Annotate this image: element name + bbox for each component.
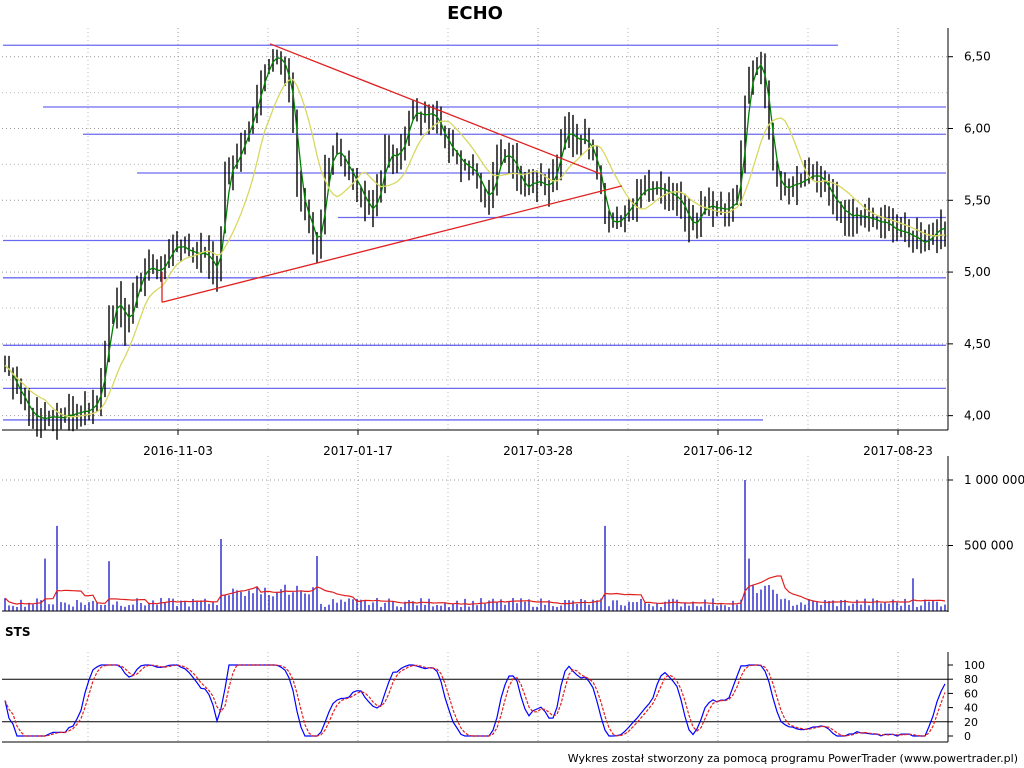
- sts-tick-label: 20: [964, 716, 978, 729]
- chart-title: ECHO: [447, 3, 503, 24]
- sts-title: STS: [5, 625, 30, 639]
- sts-tick-label: 100: [964, 659, 985, 672]
- support-resistance-levels: [3, 44, 946, 421]
- volume-tick-label: 1 000 000: [964, 473, 1024, 487]
- sts-k-line: [4, 664, 946, 737]
- sts-d-line: [4, 664, 946, 737]
- sts-tick-label: 40: [964, 702, 978, 715]
- sts-lines: [2, 664, 948, 737]
- x-tick-label: 2017-06-12: [683, 444, 753, 458]
- x-tick-label: 2017-01-17: [323, 444, 393, 458]
- grid-lines: [2, 28, 948, 742]
- y-tick-label: 5,50: [964, 193, 991, 207]
- volume-bars: [4, 480, 946, 611]
- footer-credit: Wykres został stworzony za pomocą progra…: [568, 752, 1018, 765]
- sts-tick-label: 60: [964, 687, 978, 700]
- x-tick-label: 2017-03-28: [503, 444, 573, 458]
- ma-long-line: [4, 78, 945, 418]
- y-tick-label: 4,00: [964, 409, 991, 423]
- y-tick-label: 6,00: [964, 122, 991, 136]
- y-tick-label: 5,00: [964, 265, 991, 279]
- sts-tick-label: 0: [964, 730, 971, 743]
- x-tick-label: 2016-11-03: [143, 444, 213, 458]
- moving-averages: [4, 57, 946, 420]
- volume-tick-label: 500 000: [964, 539, 1014, 553]
- axes: 2016-11-03 2017-01-17 2017-03-28 2017-06-12…: [2, 28, 1024, 743]
- volume-average-line: [4, 575, 946, 606]
- trendlines: [161, 43, 623, 303]
- ma-short-line: [4, 57, 946, 420]
- y-tick-label: 4,50: [964, 337, 991, 351]
- trendline-upper: [269, 43, 603, 176]
- sts-tick-label: 80: [964, 673, 978, 686]
- y-tick-label: 6,50: [964, 50, 991, 64]
- trendline-lower: [161, 185, 623, 303]
- x-tick-label: 2017-08-23: [863, 444, 933, 458]
- price-bars: [4, 49, 946, 440]
